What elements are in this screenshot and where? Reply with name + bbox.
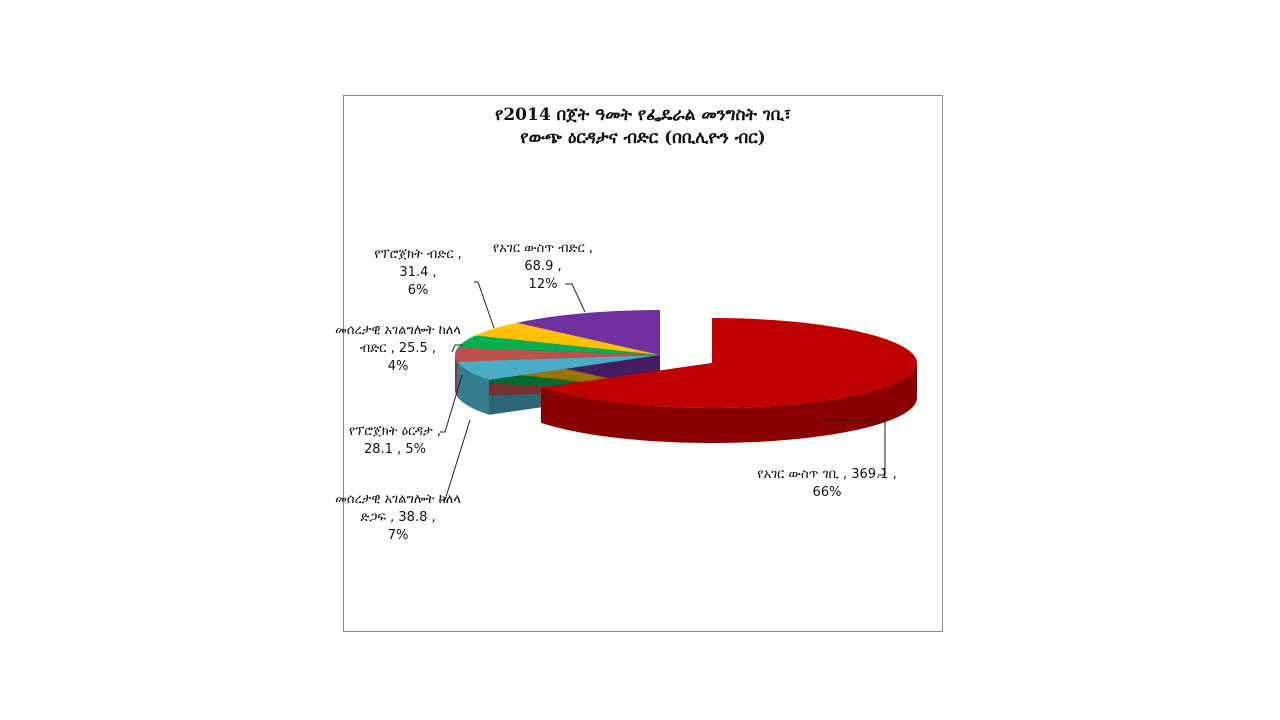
leader-line-4	[474, 281, 495, 329]
slice-side-0	[541, 363, 917, 443]
slice-side-2	[455, 355, 458, 397]
data-label-5: የአገር ውስጥ ብድር , 68.9 , 12%	[492, 241, 594, 292]
slice-value: 31.4	[399, 265, 429, 280]
slice-value: 25.5	[398, 341, 428, 356]
slice-name: መሰረታዊ አገልግሎት ከለላ ድጋፍ	[335, 492, 461, 525]
data-label-2: የፕሮጀክት ዕርዳታ , 28.1 , 5%	[348, 424, 442, 457]
pie-slice-3	[457, 335, 660, 355]
pie-slice-1	[457, 355, 660, 380]
slice-percent: 4%	[387, 359, 409, 374]
slice-percent: 7%	[387, 528, 409, 543]
slice-name: የአገር ውስጥ ገቢ	[757, 467, 839, 482]
pie-slice-2	[455, 347, 660, 362]
slice-name: የአገር ውስጥ ብድር	[492, 241, 585, 256]
slice-side-1	[457, 361, 490, 415]
data-label-3: መሰረታዊ አገልግሎት ከለላ ብድር , 25.5 , 4%	[335, 323, 461, 374]
leader-line-5	[565, 283, 586, 313]
slice-name: መሰረታዊ አገልግሎት ከለላ ብድር	[335, 323, 461, 356]
pie-slice-5	[517, 310, 660, 355]
chart-title-line1: የ2014 በጀት ዓመት የፌዴራል መንግስት ገቢ፣	[495, 105, 791, 125]
slice-value: 68.9	[524, 259, 554, 274]
slice-value: 38.8	[398, 510, 428, 525]
leader-line-0	[820, 419, 886, 476]
slice-name: የፕሮጀክት ብድር	[374, 247, 454, 262]
data-label-0: የአገር ውስጥ ገቢ , 369.1 , 66%	[757, 467, 897, 500]
data-label-4: የፕሮጀክት ብድር , 31.4 , 6%	[374, 247, 462, 298]
chart-title: የ2014 በጀት ዓመት የፌዴራል መንግስት ገቢ፣ የውጭ ዕርዳታና …	[343, 104, 943, 150]
chart-title-line2: የውጭ ዕርዳታና ብድር (በቢሊዮን ብር)	[520, 128, 766, 148]
leader-line-2	[440, 374, 463, 433]
slice-percent: 6%	[407, 283, 429, 298]
pie-slice-4	[475, 322, 660, 355]
slice-value: 28.1	[364, 442, 393, 457]
leader-line-3	[451, 344, 463, 353]
leader-line-1	[440, 419, 471, 501]
data-label-1: መሰረታዊ አገልግሎት ከለላ ድጋፍ , 38.8 , 7%	[335, 492, 461, 543]
slice-value: 369.1	[851, 467, 889, 482]
pie-slice-0	[541, 318, 917, 408]
slice-percent: 5%	[405, 442, 426, 457]
slice-percent: 12%	[528, 277, 558, 292]
slice-name: የፕሮጀክት ዕርዳታ	[348, 424, 433, 439]
slice-percent: 66%	[812, 485, 842, 500]
